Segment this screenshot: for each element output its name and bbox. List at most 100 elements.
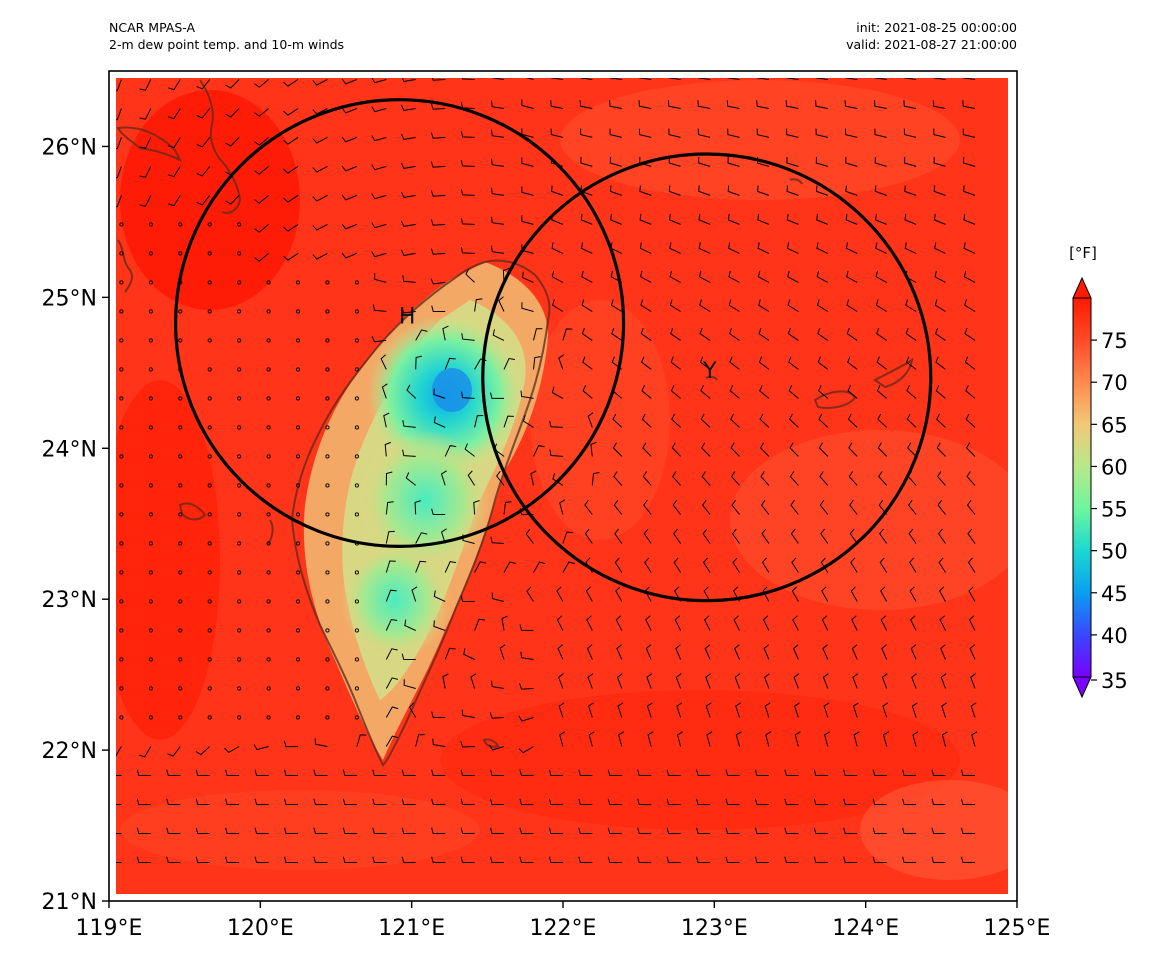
wind-barb — [224, 746, 240, 754]
wind-barb — [785, 100, 799, 109]
wind-barb — [548, 856, 563, 863]
wind-barb — [970, 673, 976, 689]
wind-barb — [790, 528, 799, 544]
wind-barb — [415, 329, 428, 341]
wind-barb — [463, 648, 475, 660]
wind-barb — [671, 413, 681, 428]
wind-barb — [964, 299, 976, 312]
wind-barb — [762, 615, 770, 631]
wind-barb — [166, 769, 181, 776]
wind-barb — [557, 644, 564, 660]
calm-wind-marker — [237, 367, 242, 372]
calm-wind-marker — [325, 686, 330, 691]
wind-barb — [613, 499, 623, 515]
wind-barb — [844, 78, 858, 80]
calm-wind-marker — [237, 657, 242, 662]
wind-barb — [817, 356, 829, 370]
wind-barb — [616, 644, 623, 660]
calm-wind-marker — [325, 396, 330, 401]
wind-barb — [939, 615, 946, 631]
wind-barb — [850, 586, 858, 602]
calm-wind-marker — [295, 396, 301, 401]
wind-barb — [460, 188, 475, 196]
wind-barb — [732, 557, 740, 573]
wind-barb — [701, 471, 711, 486]
wind-barb — [931, 856, 946, 863]
wind-barb — [843, 856, 858, 863]
calm-wind-marker — [178, 338, 183, 343]
calm-wind-marker — [148, 715, 153, 720]
wind-barb — [933, 128, 946, 138]
calm-wind-marker — [354, 715, 359, 720]
wind-barb — [758, 299, 770, 312]
wind-barb — [503, 415, 514, 428]
calm-wind-marker — [354, 570, 359, 575]
wind-barb — [283, 79, 299, 87]
wind-barb — [618, 731, 625, 747]
wind-barb — [586, 615, 593, 631]
wind-barb — [761, 557, 770, 573]
wind-barb — [815, 185, 828, 196]
wind-barb — [845, 213, 858, 225]
wind-barb — [850, 557, 858, 573]
wind-barb — [904, 213, 917, 225]
wind-barb — [254, 137, 269, 146]
wind-barb — [757, 270, 770, 283]
wind-barb — [968, 586, 976, 602]
calm-wind-marker — [266, 396, 271, 401]
wind-barb — [878, 471, 888, 486]
wind-barb — [460, 595, 475, 602]
wind-barb — [698, 213, 711, 225]
wind-barb — [847, 385, 858, 399]
wind-barb — [460, 856, 475, 863]
wind-barb — [430, 132, 446, 139]
wind-barb — [313, 856, 328, 863]
wind-barb — [702, 557, 711, 573]
wind-barb — [533, 561, 546, 573]
wind-barb — [557, 673, 564, 689]
wind-barb — [668, 156, 681, 167]
wind-barb — [401, 653, 416, 660]
wind-barb — [877, 413, 888, 428]
wind-barb — [813, 769, 828, 776]
wind-barb — [933, 213, 946, 225]
wind-barb — [341, 107, 358, 114]
wind-barb — [848, 471, 858, 486]
wind-barb — [705, 702, 712, 718]
wind-barb — [401, 856, 416, 863]
calm-wind-marker — [207, 454, 212, 459]
wind-barb — [725, 769, 740, 776]
wind-barb — [754, 856, 769, 863]
calm-wind-marker — [148, 222, 153, 227]
wind-barb — [519, 624, 534, 631]
wind-barb — [562, 561, 575, 573]
wind-barb — [876, 385, 888, 399]
wind-barb — [735, 731, 742, 747]
calm-wind-marker — [237, 686, 242, 691]
calm-wind-marker — [325, 599, 330, 604]
wind-barb — [637, 798, 652, 805]
figure-header-left: NCAR MPAS-A 2-m dew point temp. and 10-m… — [109, 19, 344, 53]
wind-barb — [882, 731, 889, 747]
wind-barb — [460, 741, 475, 748]
wind-barb — [503, 561, 516, 573]
wind-barb — [703, 586, 711, 602]
wind-barb — [846, 327, 858, 341]
wind-barb — [786, 128, 799, 138]
wind-barb — [675, 644, 682, 660]
wind-barb — [313, 769, 328, 776]
wind-barb — [872, 827, 887, 834]
wind-barb — [733, 644, 740, 660]
wind-barb — [166, 798, 181, 805]
wind-barb — [666, 798, 681, 805]
wind-barb — [824, 731, 831, 747]
wind-barb — [196, 79, 211, 90]
wind-barb — [503, 357, 515, 370]
wind-barb — [637, 769, 652, 776]
wind-barb — [225, 856, 240, 863]
wind-barb — [669, 270, 681, 283]
wind-barb — [139, 195, 152, 207]
wind-barb — [910, 644, 917, 660]
wind-barb — [847, 356, 858, 370]
calm-wind-marker — [119, 686, 124, 691]
